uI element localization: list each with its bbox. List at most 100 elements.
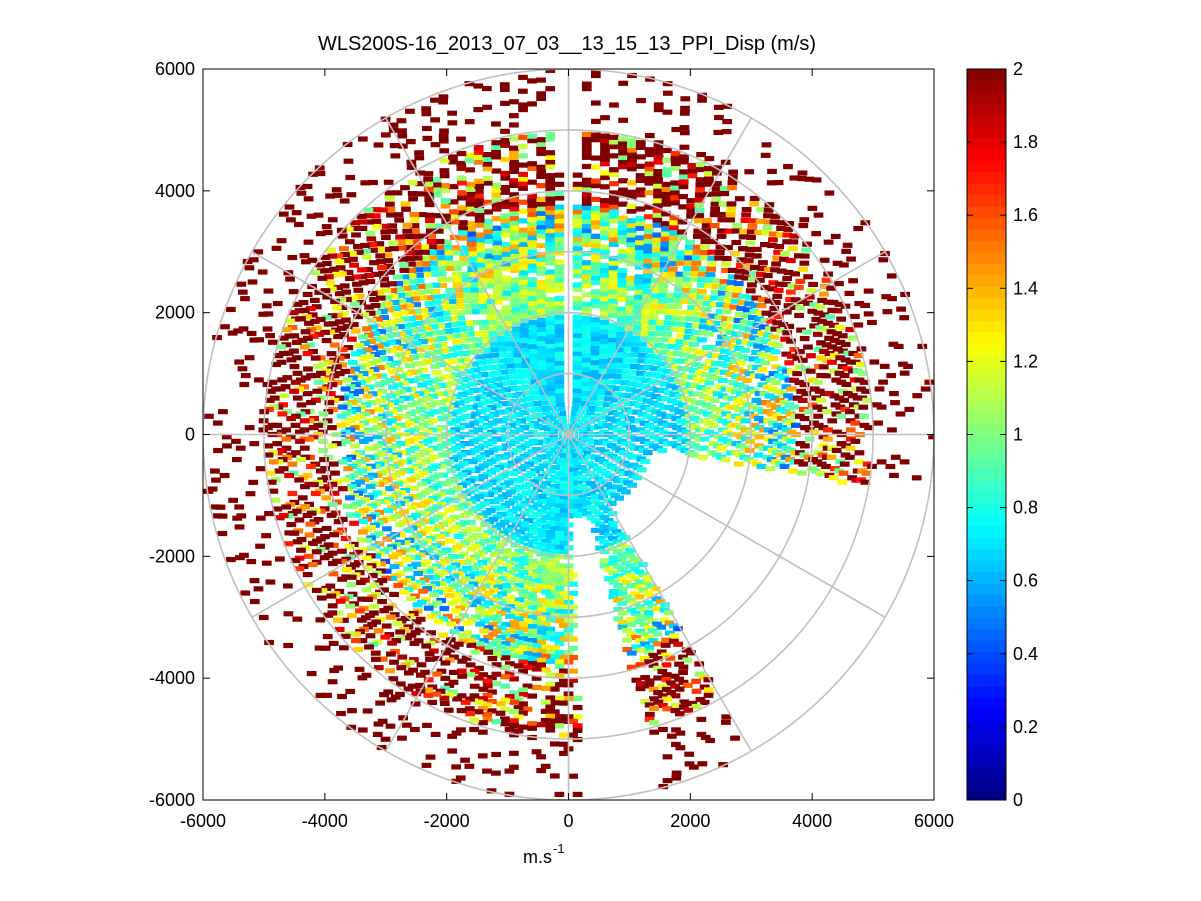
data-cell: [352, 397, 363, 403]
data-cell: [652, 207, 663, 213]
data-cell: [452, 276, 462, 283]
data-cell: [468, 298, 479, 304]
data-cell: [572, 369, 583, 375]
data-cell: [626, 246, 637, 252]
data-cell: [299, 445, 310, 451]
data-cell: [515, 391, 525, 397]
data-cell: [435, 255, 446, 261]
data-cell: [828, 299, 839, 306]
data-cell: [756, 463, 767, 470]
data-cell: [518, 293, 529, 299]
data-cell: [423, 687, 433, 693]
data-cell: [411, 619, 422, 625]
data-cell: [572, 282, 583, 288]
data-cell: [673, 641, 684, 647]
data-cell: [572, 181, 583, 187]
data-cell: [451, 372, 462, 378]
data-cell: [527, 637, 538, 644]
data-cell: [599, 539, 610, 545]
data-cell: [501, 583, 511, 589]
data-cell: [360, 242, 370, 249]
data-cell: [257, 269, 268, 275]
data-cell: [425, 217, 435, 224]
data-cell: [448, 184, 459, 190]
data-cell: [634, 264, 645, 270]
data-cell: [536, 95, 546, 102]
data-cell: [731, 239, 742, 246]
data-cell: [425, 223, 436, 229]
data-cell: [487, 631, 498, 637]
data-cell: [545, 255, 556, 261]
data-cell: [617, 296, 627, 302]
data-cell: [496, 644, 506, 650]
data-cell: [448, 321, 459, 328]
data-cell: [599, 310, 610, 316]
data-cell: [457, 407, 468, 413]
data-cell: [494, 314, 504, 320]
data-cell: [586, 514, 596, 520]
data-cell: [854, 377, 865, 383]
data-cell: [747, 341, 758, 347]
data-cell: [734, 345, 744, 351]
data-cell: [589, 389, 600, 396]
data-cell: [447, 600, 458, 606]
data-cell: [333, 610, 344, 616]
data-cell: [726, 280, 737, 286]
data-cell: [618, 117, 628, 123]
data-cell: [469, 387, 479, 394]
data-cell: [554, 241, 565, 247]
data-cell: [497, 591, 507, 597]
data-cell: [667, 276, 677, 283]
data-cell: [856, 386, 866, 392]
data-cell: [502, 393, 513, 399]
data-cell: [537, 484, 547, 490]
data-cell: [840, 357, 851, 363]
data-cell: [536, 574, 547, 580]
data-cell: [827, 359, 837, 365]
data-cell: [404, 659, 415, 665]
data-cell: [696, 731, 707, 738]
data-cell: [488, 587, 499, 593]
data-cell: [599, 267, 610, 273]
data-cell: [509, 168, 519, 174]
data-cell: [330, 298, 340, 305]
data-cell: [326, 351, 337, 357]
data-cell: [461, 298, 472, 304]
data-cell: [343, 466, 354, 472]
data-cell: [416, 332, 427, 339]
data-cell: [644, 175, 655, 181]
data-cell: [478, 720, 488, 726]
data-cell: [510, 552, 520, 558]
data-cell: [536, 541, 547, 548]
data-cell: [549, 571, 560, 578]
data-cell: [635, 376, 645, 382]
data-cell: [545, 251, 556, 257]
data-cell: [698, 271, 708, 277]
data-cell: [625, 310, 635, 316]
data-cell: [840, 341, 851, 348]
data-cell: [692, 233, 703, 239]
data-cell: [648, 652, 659, 659]
data-cell: [554, 498, 565, 505]
data-cell: [621, 368, 632, 374]
data-cell: [554, 489, 565, 495]
data-cell: [434, 355, 445, 361]
data-cell: [673, 292, 684, 299]
data-cell: [731, 292, 742, 298]
data-cell: [658, 298, 669, 304]
data-cell: [510, 306, 521, 312]
data-cell: [599, 563, 610, 569]
data-cell: [581, 191, 592, 197]
data-cell: [619, 413, 630, 420]
data-cell: [652, 217, 663, 223]
data-cell: [586, 437, 593, 443]
data-cell: [803, 300, 813, 306]
data-cell: [483, 233, 494, 239]
data-cell: [432, 192, 443, 198]
data-cell: [364, 272, 375, 279]
data-cell: [608, 236, 619, 243]
data-cell: [650, 298, 661, 304]
data-cell: [626, 194, 637, 200]
data-cell: [594, 423, 603, 430]
data-cell: [545, 347, 556, 354]
